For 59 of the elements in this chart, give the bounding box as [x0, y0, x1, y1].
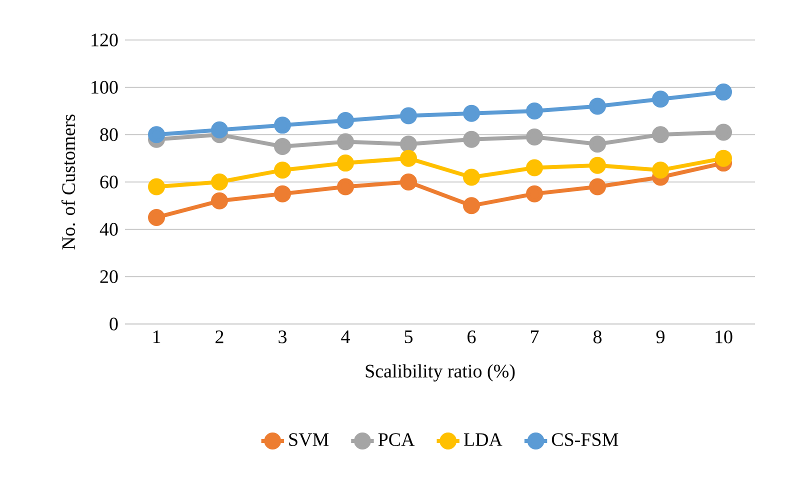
point	[589, 178, 606, 196]
x-tick-label: 4	[341, 330, 350, 344]
point	[148, 178, 166, 196]
x-tick-label: 8	[593, 330, 602, 344]
point	[463, 130, 480, 148]
y-axis-title: No. of Customers	[61, 114, 76, 250]
y-tick-label: 60	[100, 176, 118, 188]
y-tick-label: 80	[100, 128, 118, 142]
x-tick-label: 6	[468, 330, 476, 344]
point	[715, 150, 732, 167]
x-tick-label: 3	[278, 330, 287, 344]
point	[211, 121, 228, 138]
point	[589, 136, 606, 153]
point	[400, 173, 418, 190]
y-tick-label: 40	[100, 222, 118, 236]
point	[715, 84, 732, 101]
point	[400, 107, 418, 124]
point	[274, 116, 292, 134]
legend-label: CS-FSM	[552, 433, 618, 446]
point	[337, 133, 354, 150]
legend-label: SVM	[289, 433, 329, 446]
point	[715, 124, 732, 141]
legend-label: LDA	[464, 433, 502, 446]
point	[337, 112, 354, 129]
legend-label: PCA	[378, 433, 415, 446]
x-tick-label: 1	[153, 330, 160, 344]
point	[211, 192, 228, 210]
x-tick-label: 5	[404, 330, 413, 344]
point	[337, 178, 354, 196]
point	[463, 197, 480, 214]
point	[463, 104, 480, 122]
point	[148, 126, 166, 144]
point	[400, 136, 418, 153]
x-tick-label: 9	[656, 330, 664, 344]
point	[148, 208, 166, 226]
x-tick-label: 10	[716, 330, 732, 344]
point	[463, 168, 480, 186]
point	[526, 102, 544, 120]
x-tick-label: 2	[216, 330, 224, 344]
point	[337, 154, 354, 172]
point	[526, 159, 544, 176]
point	[400, 150, 418, 167]
point	[526, 128, 544, 146]
y-tick-label: 20	[100, 270, 118, 284]
point	[211, 173, 228, 190]
point	[652, 90, 669, 108]
x-axis-title: Scalibility ratio (%)	[366, 364, 515, 382]
y-tick-label: 100	[92, 80, 118, 94]
y-tick-label: 120	[92, 34, 118, 46]
point	[652, 126, 669, 144]
point	[589, 98, 606, 115]
point	[652, 162, 669, 179]
x-tick-label: 7	[531, 330, 539, 343]
point	[589, 156, 606, 174]
y-tick-label: 0	[110, 318, 118, 330]
point	[274, 162, 292, 179]
point	[274, 185, 292, 202]
point	[274, 138, 292, 155]
point	[526, 185, 544, 202]
